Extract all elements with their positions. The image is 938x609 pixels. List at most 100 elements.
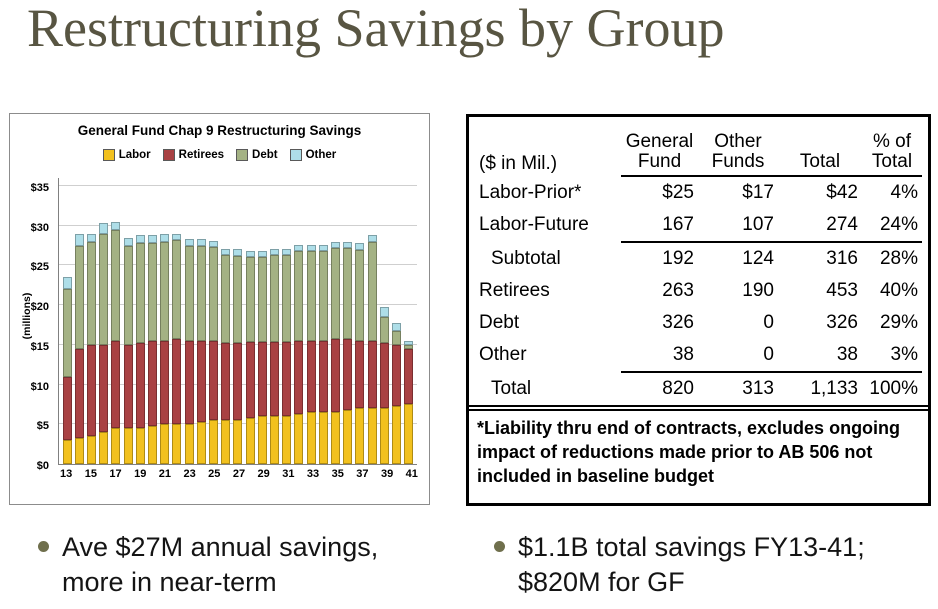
table-row-label: Retirees (479, 280, 550, 301)
bar-segment-debt (135, 243, 145, 344)
bullet-dot (38, 541, 49, 552)
bar-slot (134, 235, 146, 464)
legend-item-labor: Labor (102, 149, 151, 161)
summary-table: ($ in Mil.) General Fund Other Funds Total% o… (469, 117, 928, 411)
bar-segment-retirees (318, 340, 328, 413)
x-tick-label: 17 (109, 468, 122, 480)
bar-segment-labor (257, 416, 267, 464)
table-cell: 100% (869, 378, 918, 399)
bar-segment-other (62, 277, 72, 290)
bar-segment-other (74, 233, 84, 246)
table-cell: 0 (698, 339, 778, 373)
table-header-cell: Other Funds (698, 119, 778, 177)
bar-segment-debt (379, 317, 389, 343)
x-tick-label (369, 468, 381, 480)
bullet-dot (494, 541, 505, 552)
bar-segment-labor (74, 437, 84, 464)
bar-segment-labor (160, 424, 170, 464)
legend-item-debt: Debt (236, 149, 278, 161)
x-tick-label (344, 468, 356, 480)
x-tick-label (220, 468, 232, 480)
bullet-item: Ave $27M annual savings, more in near-te… (38, 530, 430, 599)
y-tick-label: $35 (30, 181, 49, 194)
bar-segment-debt (196, 245, 206, 341)
x-tick-label: 27 (232, 468, 246, 480)
x-tick-label: 39 (380, 468, 394, 480)
bar-segment-retirees (172, 339, 182, 425)
x-tick-label: 13 (60, 468, 73, 480)
bar-segment-other (392, 322, 402, 331)
bar-segment-labor (135, 428, 145, 464)
header-line: Funds (711, 151, 765, 173)
bar-segment-other (379, 306, 389, 318)
bar-segment-labor (87, 436, 96, 464)
bar-segment-debt (184, 245, 194, 341)
bar-segment-labor (123, 428, 133, 464)
bar-slot (122, 237, 134, 464)
bar-slot (146, 235, 158, 464)
bar-segment-debt (392, 330, 402, 345)
chart-panel: General Fund Chap 9 Restructuring Saving… (9, 113, 430, 505)
table-cell: 40% (879, 280, 918, 301)
bar-segment-debt (257, 257, 267, 343)
bar-segment-retirees (294, 340, 304, 414)
x-tick-label: 29 (257, 468, 270, 480)
table-cell: 24% (862, 209, 922, 243)
x-tick-label: 19 (134, 468, 147, 480)
bar-segment-debt (331, 247, 341, 340)
bar-segment-other (111, 221, 121, 230)
bar-segment-labor (318, 412, 328, 464)
bar-year-20 (148, 235, 158, 464)
bar-segment-retirees (99, 344, 109, 433)
bar-segment-debt (233, 255, 243, 344)
bar-year-22 (172, 233, 182, 464)
table-cell: 0 (763, 312, 774, 333)
bar-segment-retirees (306, 340, 316, 413)
bar-segment-retirees (111, 340, 121, 429)
x-tick-label: 15 (84, 468, 97, 480)
bar-segment-retirees (221, 343, 231, 421)
x-tick-label (171, 468, 183, 480)
bar-segment-labor (379, 408, 389, 464)
bar-segment-other (331, 241, 341, 248)
bar-year-38 (367, 235, 377, 464)
bar-slot (220, 248, 232, 464)
header-line: Fund (637, 151, 682, 173)
bar-segment-other (172, 233, 182, 241)
bar-slot (281, 248, 293, 464)
bar-year-36 (343, 241, 353, 464)
bar-segment-other (135, 235, 145, 244)
summary-table-panel: ($ in Mil.) General Fund Other Funds Total% o… (466, 114, 931, 506)
bar-segment-debt (74, 245, 84, 349)
table-cell: 4% (890, 182, 918, 203)
y-tick-label: $25 (30, 261, 49, 274)
bar-year-16 (99, 223, 109, 464)
x-tick-label (319, 468, 331, 480)
bar-segment-labor (270, 416, 280, 464)
table-cell: 190 (742, 280, 774, 301)
bar-segment-debt (306, 251, 316, 341)
bar-segment-retirees (62, 376, 72, 441)
bar-segment-debt (318, 251, 328, 341)
bar-segment-retirees (257, 342, 267, 417)
bar-year-33 (306, 244, 316, 464)
bar-segment-retirees (87, 344, 96, 437)
bar-segment-debt (367, 241, 377, 341)
table-row-label: Debt (479, 312, 520, 333)
x-tick-label: 21 (158, 468, 172, 480)
table-header-cell: ($ in Mil.) (475, 119, 621, 177)
table-cell: 263 (662, 280, 694, 301)
x-tick-label (295, 468, 307, 480)
table-cell: 124 (742, 248, 774, 269)
bar-year-29 (257, 251, 267, 464)
header-line: Total (799, 151, 841, 173)
bullet-text: Ave $27M annual savings, more in near-te… (62, 532, 379, 597)
bar-segment-other (270, 248, 280, 256)
bar-segment-labor (294, 414, 304, 464)
bar-segment-other (282, 248, 292, 256)
bar-segment-debt (172, 240, 182, 340)
y-tick-label: $5 (36, 420, 49, 433)
table-cell: 107 (698, 209, 778, 243)
bar-segment-labor (245, 417, 255, 464)
table-cell: 192 (662, 248, 694, 269)
